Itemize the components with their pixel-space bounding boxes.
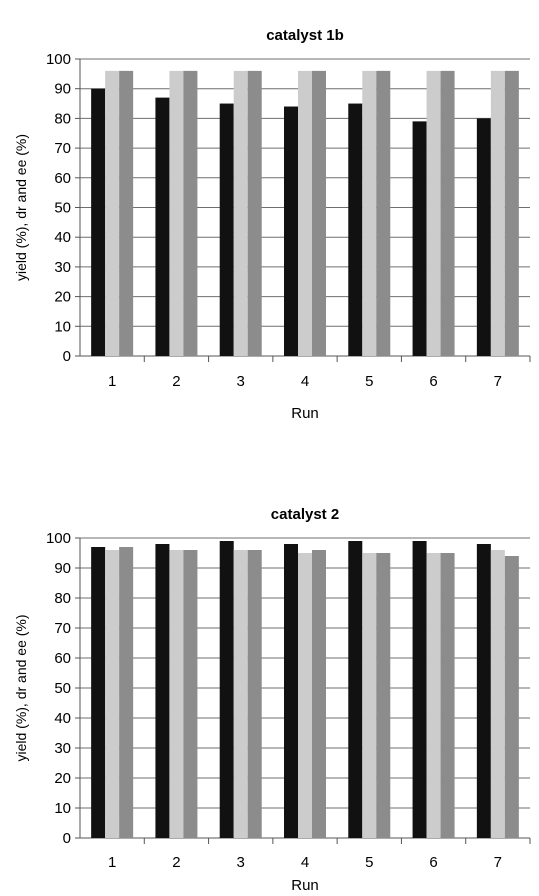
y-tick-label: 0 — [63, 830, 71, 847]
y-tick-label: 50 — [54, 680, 71, 697]
y-axis-label: yield (%), dr and ee (%) — [13, 614, 29, 761]
bar-series-3-run-5 — [376, 553, 391, 838]
bar-series-3-run-2 — [183, 550, 198, 838]
x-tick-label: 3 — [237, 373, 245, 390]
bar-series-3-run-7 — [504, 556, 519, 838]
bar-series-3-run-3 — [247, 550, 262, 838]
bar-series-2-run-4 — [298, 70, 312, 356]
bar-series-1-run-3 — [219, 103, 234, 356]
bar-series-1-run-6 — [412, 541, 427, 838]
bar-series-3-run-1 — [119, 70, 134, 356]
chart-catalyst-2: catalyst 2 0 10 20 30 40 50 60 70 80 90 100 1 2 3 4 5 6 7 R… — [13, 506, 531, 894]
bar-series-2-run-4 — [298, 553, 312, 838]
chart-title: catalyst 1b — [266, 27, 344, 44]
bar-series-1-run-2 — [155, 544, 170, 838]
x-tick-label: 7 — [494, 854, 502, 871]
x-tick-label: 4 — [301, 373, 309, 390]
bar-series-3-run-6 — [440, 553, 455, 838]
x-tick-label: 1 — [108, 854, 116, 871]
bar-series-1-run-5 — [348, 541, 363, 838]
x-tick-label: 2 — [172, 854, 180, 871]
y-tick-label: 40 — [54, 710, 71, 727]
bar-series-3-run-2 — [183, 70, 198, 356]
bar-series-3-run-5 — [376, 70, 391, 356]
y-tick-label: 60 — [54, 650, 71, 667]
bar-series-2-run-6 — [426, 70, 441, 356]
bar-series-2-run-2 — [169, 70, 184, 356]
bar-series-2-run-7 — [490, 550, 505, 838]
y-tick-label: 30 — [54, 259, 71, 276]
bar-series-3-run-3 — [247, 70, 262, 356]
bar-series-3-run-7 — [504, 70, 519, 356]
bar-series-1-run-2 — [155, 97, 170, 357]
bar-series-1-run-7 — [476, 544, 491, 838]
y-tick-label: 20 — [54, 770, 71, 787]
chart-title: catalyst 2 — [271, 506, 339, 523]
bar-series-2-run-6 — [426, 553, 441, 838]
y-tick-label: 90 — [54, 81, 71, 98]
y-tick-label: 100 — [46, 530, 71, 547]
y-tick-label: 80 — [54, 110, 71, 127]
x-tick-label: 5 — [365, 854, 373, 871]
bar-series-2-run-7 — [490, 70, 505, 356]
bar-series-1-run-5 — [348, 103, 363, 356]
y-tick-label: 0 — [63, 348, 71, 365]
bar-series-1-run-7 — [476, 118, 491, 357]
bar-series-1-run-1 — [91, 88, 106, 356]
bar-series-1-run-3 — [219, 541, 234, 838]
x-tick-label: 3 — [237, 854, 245, 871]
y-tick-label: 20 — [54, 289, 71, 306]
bar-series-2-run-5 — [362, 70, 377, 356]
y-tick-label: 80 — [54, 590, 71, 607]
bar-series-2-run-5 — [362, 553, 377, 838]
x-tick-label: 4 — [301, 854, 309, 871]
x-tick-label: 6 — [429, 854, 437, 871]
chart-catalyst-1b: catalyst 1b 0 10 20 30 40 50 60 70 80 90 100 1 2 3 4 5 6 7… — [13, 27, 531, 422]
x-axis-label: Run — [291, 877, 319, 894]
bar-series-1-run-4 — [284, 544, 298, 838]
bar-series-2-run-3 — [233, 550, 248, 838]
bar-series-1-run-4 — [284, 106, 298, 357]
y-axis-label: yield (%), dr and ee (%) — [13, 134, 29, 281]
y-tick-label: 90 — [54, 560, 71, 577]
y-tick-label: 10 — [54, 800, 71, 817]
y-tick-label: 100 — [46, 51, 71, 68]
x-axis-label: Run — [291, 405, 319, 422]
bar-series-2-run-2 — [169, 550, 184, 838]
x-tick-label: 6 — [429, 373, 437, 390]
y-tick-label: 40 — [54, 229, 71, 246]
bar-series-3-run-6 — [440, 70, 455, 356]
bar-series-2-run-3 — [233, 70, 248, 356]
y-tick-label: 10 — [54, 318, 71, 335]
bar-series-2-run-1 — [105, 550, 120, 838]
bar-series-2-run-1 — [105, 70, 120, 356]
bar-series-1-run-1 — [91, 547, 106, 838]
y-tick-label: 70 — [54, 140, 71, 157]
x-tick-label: 7 — [494, 373, 502, 390]
y-tick-label: 50 — [54, 200, 71, 217]
x-tick-label: 2 — [172, 373, 180, 390]
x-tick-label: 5 — [365, 373, 373, 390]
bar-series-3-run-4 — [312, 70, 326, 356]
y-tick-label: 70 — [54, 620, 71, 637]
bar-series-3-run-1 — [119, 547, 134, 838]
y-tick-label: 30 — [54, 740, 71, 757]
bar-series-1-run-6 — [412, 121, 427, 357]
bar-series-3-run-4 — [312, 550, 326, 838]
y-tick-label: 60 — [54, 170, 71, 187]
x-tick-label: 1 — [108, 373, 116, 390]
